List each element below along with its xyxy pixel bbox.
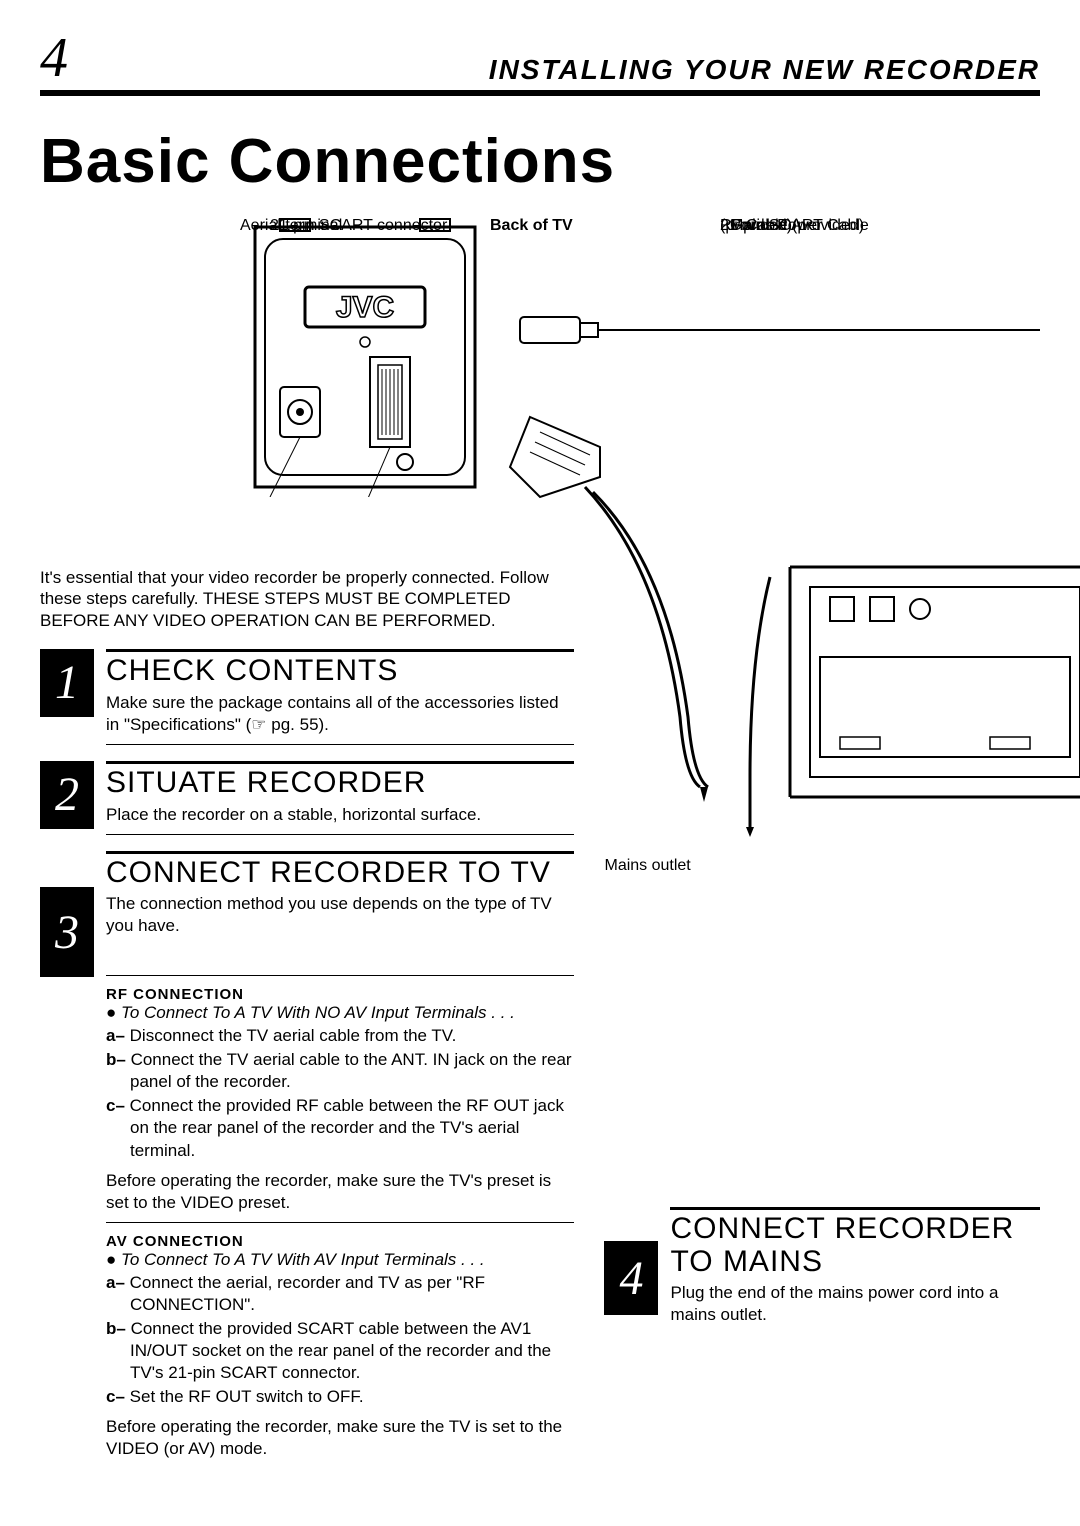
rf-step-a: a– Disconnect the TV aerial cable from t… xyxy=(106,1025,574,1047)
av-step-b: b– Connect the provided SCART cable betw… xyxy=(106,1318,574,1384)
header-section-title: INSTALLING YOUR NEW RECORDER xyxy=(489,54,1040,86)
rf-step-b: b– Connect the TV aerial cable to the AN… xyxy=(106,1049,574,1093)
step-number-4: 4 xyxy=(604,1241,658,1315)
label-cord: Cord xyxy=(730,217,765,235)
rf-step-c: c– Connect the provided RF cable between… xyxy=(106,1095,574,1161)
step-4: 4 CONNECT RECORDER TO MAINS Plug the end… xyxy=(604,1207,1040,1334)
label-back-of-tv: Back of TV xyxy=(490,217,573,235)
step-3-details: RF CONNECTION ● To Connect To A TV With … xyxy=(106,975,574,1461)
label-mains-outlet: Mains outlet xyxy=(604,857,690,875)
av-heading: AV CONNECTION xyxy=(106,1233,574,1250)
main-title: Basic Connections xyxy=(40,126,1040,197)
step-4-title: CONNECT RECORDER TO MAINS xyxy=(670,1207,1040,1278)
recorder-illustration xyxy=(740,537,1080,837)
connection-diagram: JVC Back of TV RF xyxy=(40,217,1040,557)
step-number-3: 3 xyxy=(40,887,94,977)
step-4-text: Plug the end of the mains power cord int… xyxy=(670,1282,1040,1334)
page-header: 4 INSTALLING YOUR NEW RECORDER xyxy=(40,30,1040,96)
right-column: Mains outlet 4 CONNECT RECORDER TO MAINS… xyxy=(604,567,1040,1481)
av-step-c: c– Set the RF OUT switch to OFF. xyxy=(106,1386,574,1408)
step-3: 3 CONNECT RECORDER TO TV The connection … xyxy=(40,851,574,977)
av-after: Before operating the recorder, make sure… xyxy=(106,1416,574,1460)
step-3-text: The connection method you use depends on… xyxy=(106,893,574,945)
step-3-title: CONNECT RECORDER TO TV xyxy=(106,851,574,889)
av-intro: ● To Connect To A TV With AV Input Termi… xyxy=(106,1250,574,1270)
page-number: 4 xyxy=(40,30,68,86)
label-scart-conn: 21-pin SCART connector xyxy=(270,217,447,235)
rf-after: Before operating the recorder, make sure… xyxy=(106,1170,574,1214)
av-step-a: a– Connect the aerial, recorder and TV a… xyxy=(106,1272,574,1316)
rf-heading: RF CONNECTION xyxy=(106,986,574,1003)
rf-intro: ● To Connect To A TV With NO AV Input Te… xyxy=(106,1003,574,1023)
